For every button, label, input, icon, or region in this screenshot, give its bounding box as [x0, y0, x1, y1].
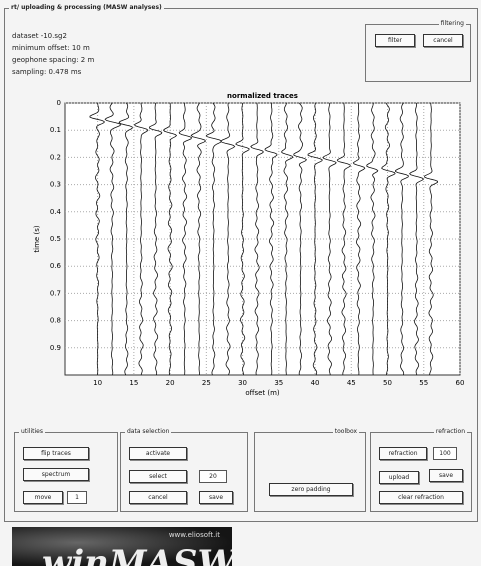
plot: 0 0.1 0.2 0.3 0.4 0.5 0.6 0.7 0.8 0.9 10 15 20 25 30 35… — [0, 0, 481, 410]
x-tick-label: 45 — [347, 379, 356, 387]
logo: www.eliosoft.it winMASW — [12, 527, 232, 566]
x-tick-label: 50 — [383, 379, 392, 387]
refraction-group: refraction refraction 100 upload save cl… — [370, 432, 472, 512]
y-tick-label: 0.4 — [50, 208, 62, 216]
window: rt/ uploading & processing (MASW analyse… — [0, 0, 481, 566]
button[interactable]: upload — [379, 471, 419, 484]
x-tick-label: 35 — [274, 379, 283, 387]
x-tick-label: 30 — [238, 379, 247, 387]
button[interactable]: select — [129, 470, 187, 483]
x-tick-label: 55 — [419, 379, 428, 387]
group-title: refraction — [434, 428, 467, 435]
button[interactable]: flip traces — [23, 447, 89, 460]
input[interactable]: 1 — [67, 491, 87, 504]
logo-url: www.eliosoft.it — [169, 531, 220, 539]
y-tick-label: 0.5 — [50, 235, 61, 243]
y-tick-label: 0.7 — [50, 289, 61, 297]
input[interactable]: 100 — [433, 447, 457, 460]
x-tick-label: 25 — [202, 379, 211, 387]
logo-name: winMASW — [42, 543, 232, 566]
group-title: data selection — [125, 428, 171, 435]
y-tick-label: 0.3 — [50, 181, 61, 189]
button[interactable]: cancel — [129, 491, 187, 504]
y-tick-label: 0.1 — [50, 126, 61, 134]
button[interactable]: spectrum — [23, 468, 89, 481]
y-axis-label: time (s) — [33, 225, 41, 252]
x-tick-label: 60 — [456, 379, 465, 387]
x-tick-label: 40 — [311, 379, 320, 387]
group-title: utilities — [19, 428, 45, 435]
button[interactable]: save — [429, 469, 463, 482]
x-axis-label: offset (m) — [245, 389, 280, 397]
button[interactable]: activate — [129, 447, 187, 460]
button[interactable]: refraction — [379, 447, 427, 460]
y-tick-label: 0.9 — [50, 344, 61, 352]
button[interactable]: save — [199, 491, 233, 504]
y-tick-label: 0.6 — [50, 262, 62, 270]
toolbox-group: toolbox zero padding — [254, 432, 366, 512]
x-tick-label: 20 — [166, 379, 175, 387]
group-title: toolbox — [333, 428, 359, 435]
y-tick-label: 0 — [57, 99, 61, 107]
button[interactable]: move — [23, 491, 63, 504]
y-tick-label: 0.2 — [50, 153, 61, 161]
input[interactable]: 20 — [199, 470, 227, 483]
button[interactable]: zero padding — [269, 483, 353, 496]
x-tick-label: 10 — [93, 379, 102, 387]
utilities-group: utilities flip traces spectrum move 1 — [14, 432, 118, 512]
button[interactable]: clear refraction — [379, 491, 463, 504]
y-tick-label: 0.8 — [50, 317, 61, 325]
data-selection-group: data selection activate select 20 cancel… — [120, 432, 248, 512]
plot-title: normalized traces — [227, 92, 298, 100]
x-tick-label: 15 — [129, 379, 138, 387]
